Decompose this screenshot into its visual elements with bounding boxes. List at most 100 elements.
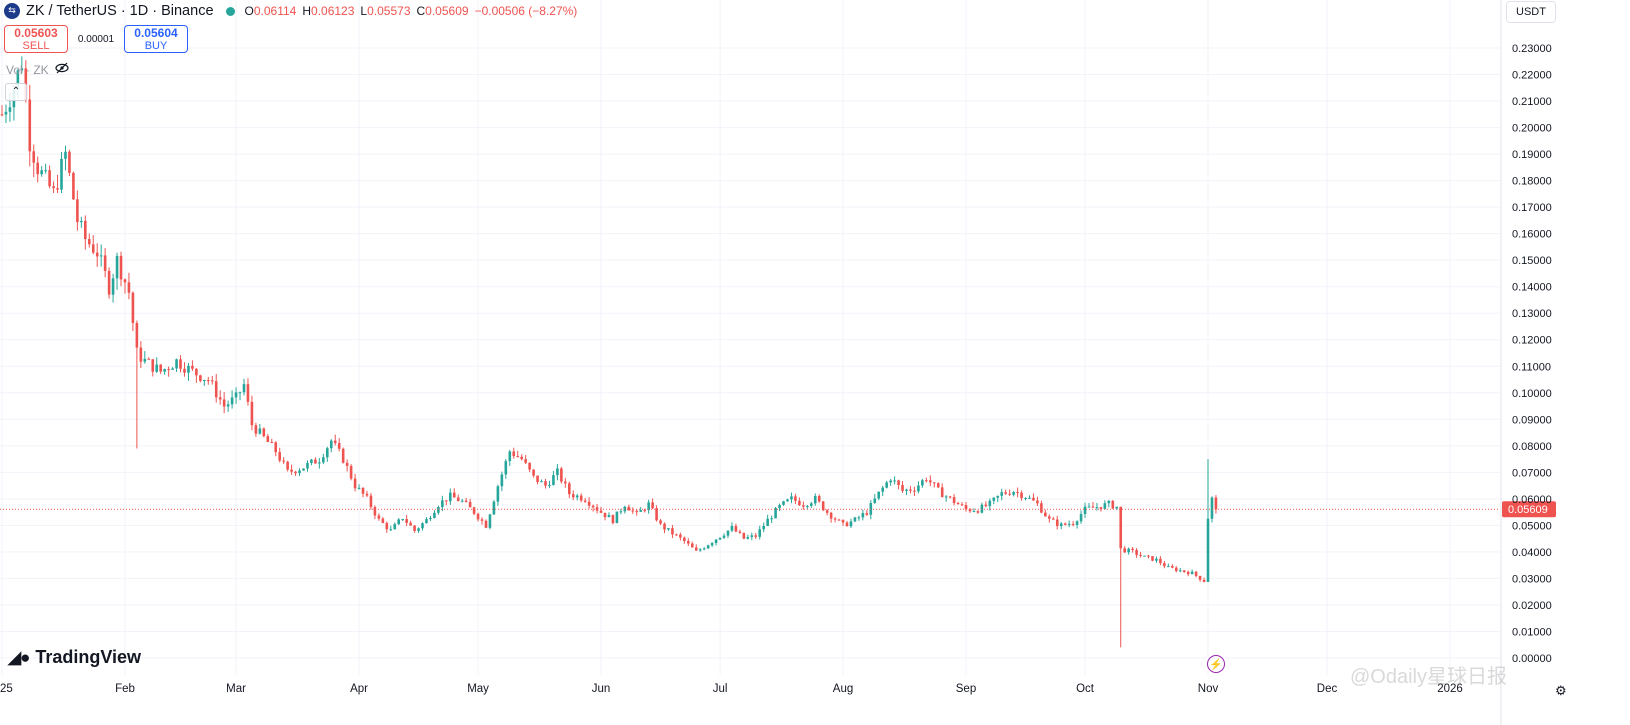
candle-body — [488, 514, 492, 528]
candle-body — [373, 507, 377, 516]
candle-body — [262, 428, 266, 437]
candle-body — [798, 500, 801, 506]
candle-body — [480, 519, 484, 521]
candle-body — [1198, 575, 1202, 580]
candle-body — [20, 68, 24, 71]
candle-body — [813, 495, 817, 504]
candle-body — [222, 399, 226, 407]
candle-body — [1214, 497, 1218, 510]
candle-body — [770, 518, 773, 520]
tradingview-logo[interactable]: ◢● TradingView — [8, 647, 142, 667]
candle-body — [508, 451, 512, 462]
candle-body — [714, 539, 718, 544]
candle-body — [405, 519, 408, 523]
candle-body — [1032, 497, 1035, 501]
price-tick-label: 0.09000 — [1512, 414, 1552, 426]
candle-body — [1159, 558, 1162, 564]
candle-body — [64, 151, 67, 159]
candle-body — [460, 500, 464, 502]
candle-body — [286, 461, 289, 470]
candle-body — [560, 468, 563, 482]
candle-body — [841, 519, 845, 523]
candle-body — [1178, 570, 1182, 572]
candle-body — [349, 466, 353, 479]
candle-body — [496, 486, 500, 502]
candle-body — [948, 496, 952, 498]
price-tick-label: 0.05000 — [1512, 520, 1552, 532]
candle-body — [345, 462, 349, 467]
candle-body — [837, 519, 841, 521]
candle-body — [1151, 556, 1154, 561]
candle-body — [702, 548, 706, 550]
candle-body — [266, 436, 270, 443]
candle-body — [603, 512, 607, 518]
candle-body — [980, 504, 984, 513]
candle-body — [504, 461, 508, 475]
candle-body — [1083, 506, 1087, 515]
candle-body — [877, 491, 881, 499]
candle-body — [1171, 566, 1174, 568]
candle-body — [984, 504, 988, 507]
symbol-title[interactable]: ZK / TetherUS · 1D · Binance — [26, 3, 214, 19]
price-axis[interactable]: 0.00000 0.01000 0.02000 0.03000 0.04000 0.050… — [1500, 0, 1552, 725]
candle-body — [36, 162, 40, 175]
time-tick-label: Apr — [350, 683, 368, 695]
candle-body — [1182, 570, 1186, 572]
candle-body — [706, 545, 710, 549]
candle-body — [1051, 518, 1055, 520]
candle-body — [587, 501, 591, 506]
candle-body — [817, 495, 821, 502]
candle-body — [774, 508, 777, 519]
candle-body — [16, 70, 20, 91]
candle-body — [333, 440, 337, 444]
time-tick-label: Jul — [713, 683, 728, 695]
candle-body — [690, 543, 694, 548]
candle-body — [99, 255, 103, 257]
buy-button[interactable]: 0.05604 BUY — [124, 25, 188, 53]
candle-body — [1048, 516, 1051, 519]
candle-body — [329, 440, 333, 449]
candle-body — [960, 504, 964, 506]
candle-body — [393, 524, 397, 530]
time-tick-label: Feb — [115, 683, 135, 695]
lightning-icon[interactable]: ⚡ — [1207, 655, 1225, 673]
candle-body — [579, 495, 583, 501]
candle-body — [456, 497, 460, 502]
candle-body — [635, 510, 639, 512]
candle-body — [214, 381, 218, 398]
candle-body — [191, 365, 194, 369]
currency-selector[interactable]: USDT — [1506, 1, 1556, 23]
time-tick-label: Mar — [226, 683, 246, 695]
time-axis[interactable]: 25 Feb Mar Apr May Jun Jul Aug Sep Oct Nov Dec 2026 — [0, 683, 1463, 695]
candle-body — [76, 199, 79, 223]
candle-body — [524, 459, 527, 463]
candle-body — [52, 186, 55, 189]
collapse-legend-button[interactable]: ⌃ — [5, 83, 27, 101]
volume-legend: Vol · ZK — [6, 62, 69, 77]
price-tick-label: 0.16000 — [1512, 229, 1552, 241]
candle-body — [417, 528, 420, 531]
price-tick-label: 0.19000 — [1512, 149, 1552, 161]
candle-body — [1091, 506, 1095, 508]
candle-body — [1123, 548, 1126, 553]
candle-body — [270, 442, 274, 444]
sell-button[interactable]: 0.05603 SELL — [4, 25, 68, 53]
candle-body — [762, 526, 765, 530]
candle-body — [337, 443, 341, 449]
gear-icon[interactable]: ⚙ — [1555, 683, 1567, 698]
candle-body — [1099, 507, 1103, 509]
candle-body — [730, 526, 734, 531]
candle-body — [4, 111, 8, 115]
candle-body — [1135, 549, 1138, 555]
trade-buttons: 0.05603 SELL 0.00001 0.05604 BUY — [4, 25, 188, 53]
candle-body — [1143, 555, 1146, 557]
price-tick-label: 0.07000 — [1512, 467, 1552, 479]
time-tick-label: Dec — [1317, 683, 1338, 695]
candle-body — [84, 220, 87, 240]
candle-body — [881, 487, 885, 492]
candle-body — [520, 456, 523, 460]
candle-body — [857, 517, 861, 519]
candle-body — [1075, 521, 1079, 525]
eye-off-icon[interactable] — [55, 62, 69, 77]
